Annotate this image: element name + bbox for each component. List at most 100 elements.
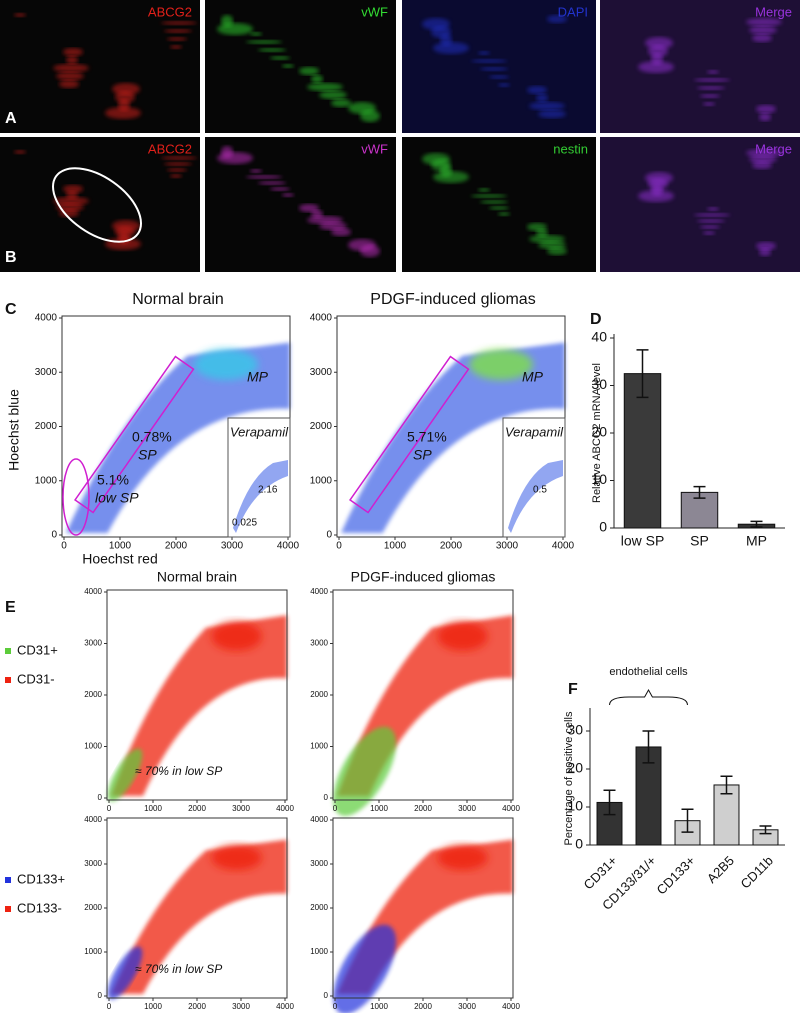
stain — [250, 32, 262, 36]
x-tick-label: MP — [746, 533, 767, 549]
inset-value: 0.5 — [533, 485, 547, 496]
stain — [746, 18, 782, 26]
stain — [638, 190, 674, 202]
channel-label: DAPI — [558, 4, 588, 19]
positive-cloud — [333, 924, 397, 1013]
density-core — [437, 621, 488, 651]
y-tick-label: 2000 — [310, 903, 328, 912]
stain — [749, 26, 777, 34]
stain — [250, 169, 262, 173]
stain — [645, 37, 673, 49]
y-tick-label: 3000 — [310, 859, 328, 868]
y-tick-label: 3000 — [84, 859, 102, 868]
bar — [674, 820, 701, 846]
stain — [112, 83, 140, 95]
error-bar — [642, 730, 655, 764]
x-tick-label: 3000 — [496, 541, 519, 552]
stain — [480, 67, 508, 71]
y-tick-label: 0 — [324, 793, 329, 802]
stain — [697, 219, 725, 223]
y-axis-label: Relative ABCG2 mRNA level — [591, 363, 603, 503]
gate-label: SP — [138, 447, 157, 463]
stain — [105, 238, 141, 250]
x-tick-label: 4000 — [502, 1002, 520, 1011]
y-tick-label: 0 — [326, 530, 332, 541]
y-tick-label: 4000 — [310, 313, 333, 324]
stain — [707, 70, 719, 74]
y-tick-label: 10 — [567, 798, 583, 814]
stain — [759, 113, 771, 121]
x-tick-label: 1000 — [144, 804, 162, 813]
stain — [536, 94, 548, 102]
y-tick-label: 2000 — [84, 903, 102, 912]
stain — [746, 149, 782, 157]
bar — [623, 373, 662, 529]
stain — [529, 235, 565, 243]
stain — [478, 188, 490, 192]
channel-label: ABCG2 — [148, 141, 192, 156]
legend-swatch — [5, 677, 11, 683]
x-tick-label: 1000 — [109, 541, 132, 552]
stain — [489, 206, 509, 210]
inset-cloud — [508, 460, 563, 533]
legend-swatch — [5, 906, 11, 912]
panel-label: F — [568, 681, 578, 698]
x-tick-label: 2000 — [414, 804, 432, 813]
y-tick-label: 10 — [591, 471, 607, 487]
stain — [270, 56, 290, 60]
error-bar — [720, 775, 733, 795]
stain — [694, 78, 730, 82]
stain — [59, 80, 79, 88]
y-tick-label: 30 — [567, 722, 583, 738]
plot-title: PDGF-induced gliomas — [351, 569, 496, 585]
legend-label: CD133+ — [17, 871, 65, 886]
stain — [14, 13, 26, 17]
stain — [498, 212, 510, 216]
y-tick-label: 4000 — [84, 815, 102, 824]
x-tick-label: 1000 — [144, 1002, 162, 1011]
stain — [170, 45, 182, 49]
y-tick-label: 2000 — [84, 690, 102, 699]
stain — [161, 156, 197, 160]
stain — [63, 48, 83, 56]
stain — [164, 29, 192, 33]
stain — [282, 193, 294, 197]
stain — [311, 75, 323, 83]
y-axis-label: Percentage of positive cells — [563, 711, 575, 845]
error-bar — [681, 808, 694, 833]
stain — [648, 45, 668, 57]
x-tick-label: CD11b — [738, 853, 777, 892]
brace — [609, 688, 688, 706]
density-cloud — [111, 839, 287, 994]
plot-title: Normal brain — [157, 569, 237, 585]
gate-pct: 5.71% — [407, 429, 447, 445]
y-tick-label: 3000 — [35, 367, 58, 378]
stain — [538, 110, 566, 118]
x-tick-label: A2B5 — [704, 853, 737, 886]
y-tick-label: 4000 — [310, 815, 328, 824]
mp-label: MP — [247, 369, 269, 385]
y-tick-label: 2000 — [310, 421, 333, 432]
x-tick-label: 2000 — [440, 541, 463, 552]
stain — [756, 105, 776, 113]
plot-title: PDGF-induced gliomas — [370, 291, 535, 308]
stain — [161, 21, 197, 25]
stain — [66, 191, 78, 199]
sp-gate — [74, 355, 195, 514]
stain — [638, 61, 674, 73]
stain — [498, 83, 510, 87]
panel-label: B — [5, 249, 17, 266]
stain — [164, 162, 192, 166]
stain — [478, 51, 490, 55]
error-bar — [603, 789, 616, 816]
x-tick-label: 0 — [333, 1002, 338, 1011]
stain — [752, 34, 772, 42]
stain — [471, 59, 507, 63]
x-tick-label: SP — [690, 533, 709, 549]
x-tick-label: 0 — [336, 541, 342, 552]
y-tick-label: 1000 — [84, 742, 102, 751]
stain — [433, 171, 469, 183]
x-tick-label: 3000 — [458, 804, 476, 813]
